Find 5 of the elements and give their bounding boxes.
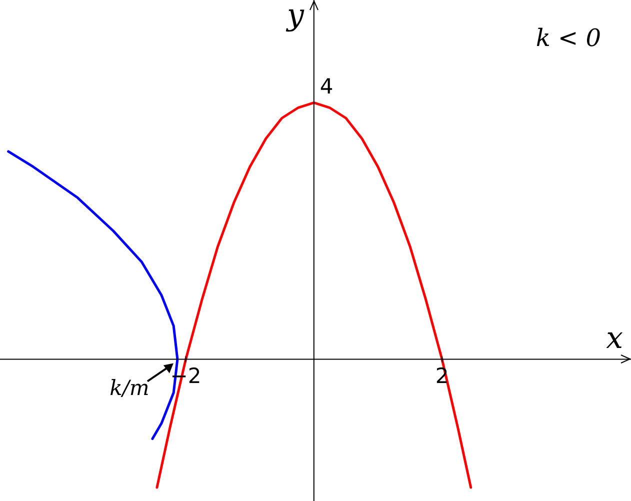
x-axis-title: x: [606, 321, 624, 356]
annotation: k/m: [110, 376, 150, 400]
annotation: 4: [320, 74, 334, 99]
y-axis-title: y: [284, 0, 305, 33]
text: k < 0: [536, 24, 601, 52]
